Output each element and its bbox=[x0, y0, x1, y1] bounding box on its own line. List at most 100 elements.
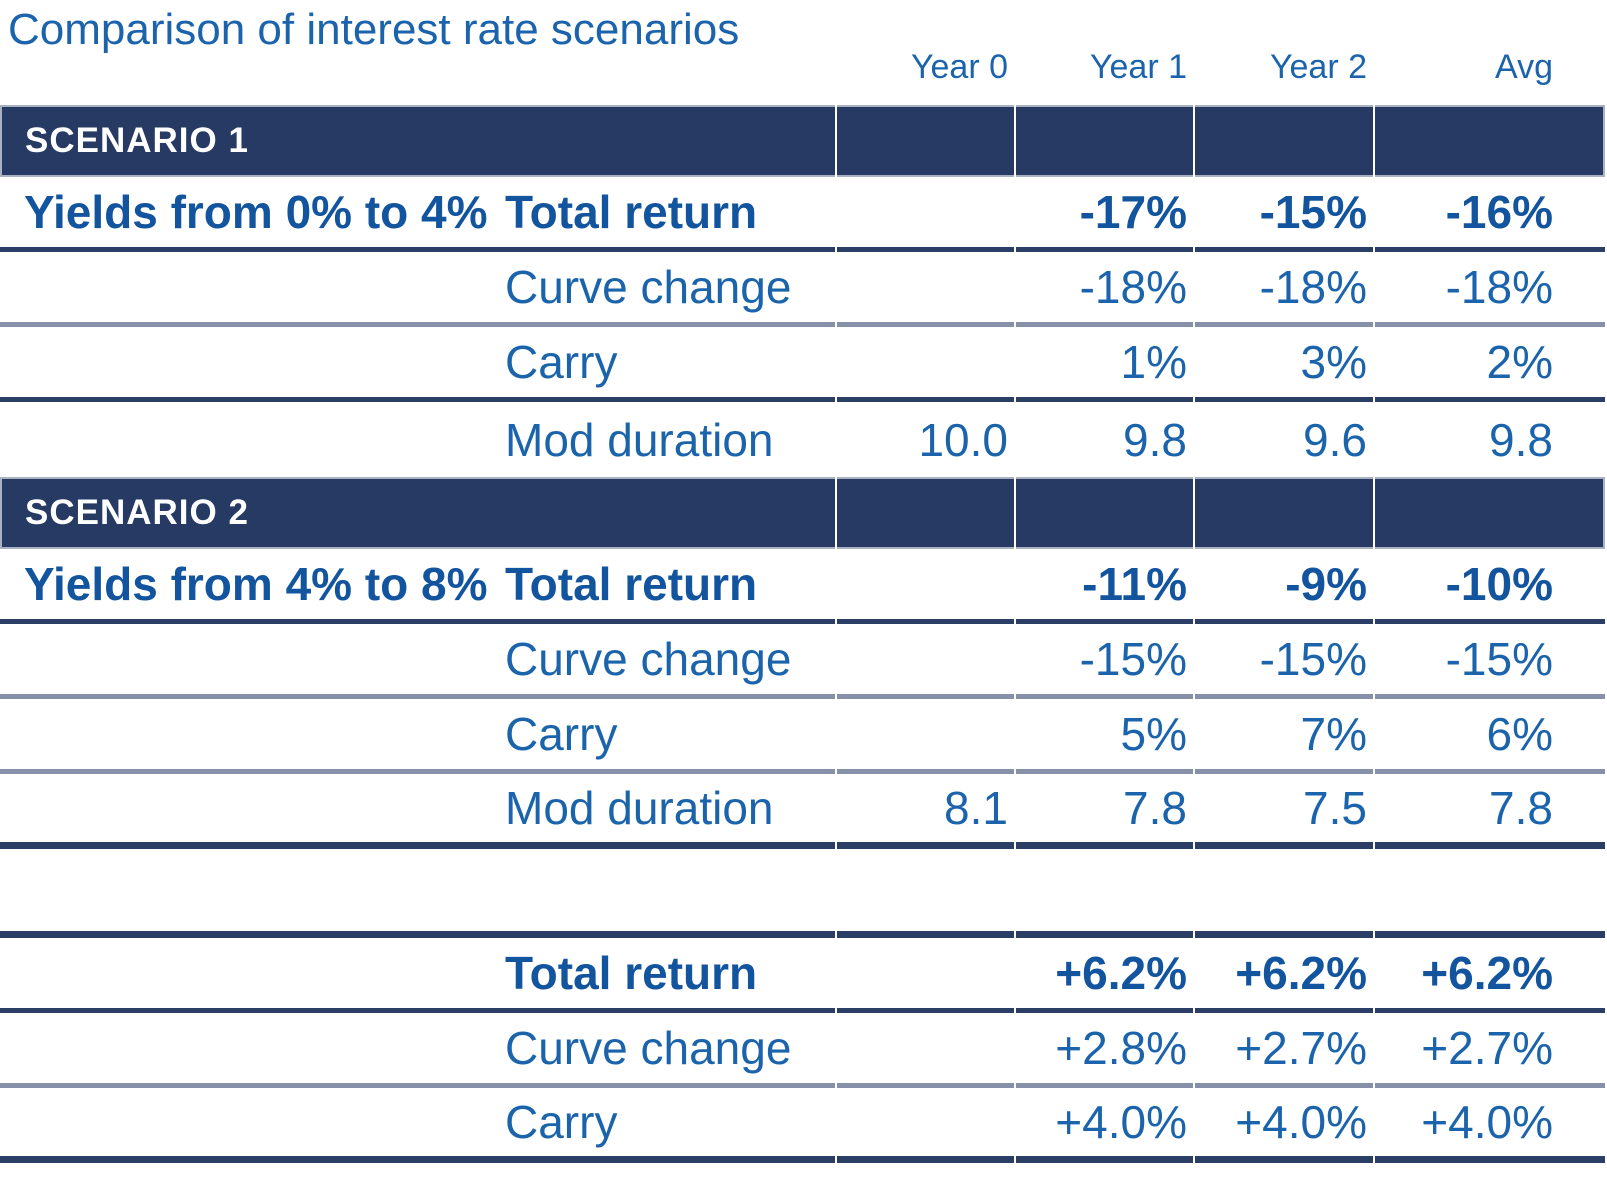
value-cell bbox=[837, 252, 1014, 327]
value-cell: -16% bbox=[1375, 177, 1605, 252]
row-label-cell: Yields from 4% to 8% Total return bbox=[0, 549, 835, 624]
value-cell bbox=[837, 624, 1014, 699]
metric-label: Curve change bbox=[505, 261, 792, 313]
table-row: Carry 1% 3% 2% bbox=[0, 327, 1605, 402]
value-cell: +6.2% bbox=[1016, 938, 1193, 1013]
column-header-avg: Avg bbox=[1375, 0, 1605, 105]
metric-label: Total return bbox=[505, 186, 758, 238]
value-cell: +4.0% bbox=[1195, 1088, 1373, 1163]
scenario1-yields-label: Yields from 0% to 4% bbox=[24, 186, 488, 238]
scenario2-bar-label-cell: SCENARIO 2 bbox=[0, 477, 835, 549]
value-cell: -15% bbox=[1195, 177, 1373, 252]
row-label-cell: Curve change bbox=[0, 624, 835, 699]
value-cell bbox=[837, 699, 1014, 774]
value-cell: 10.0 bbox=[918, 413, 1008, 466]
scenario1-bar-label: SCENARIO 1 bbox=[25, 121, 249, 160]
bar-cell bbox=[1195, 477, 1373, 549]
metric-label: Curve change bbox=[505, 1022, 792, 1074]
value-cell: +2.7% bbox=[1375, 1013, 1605, 1088]
row-label-cell: Curve change bbox=[0, 252, 835, 327]
value-cell: 7.5 bbox=[1195, 774, 1373, 849]
spacer-cell bbox=[0, 849, 835, 938]
row-label-cell: Total return bbox=[0, 938, 835, 1013]
table-row: Carry 5% 7% 6% bbox=[0, 699, 1605, 774]
column-header-year1: Year 1 bbox=[1016, 0, 1193, 105]
metric-label: Total return bbox=[505, 947, 758, 999]
value-cell: +6.2% bbox=[1195, 938, 1373, 1013]
metric-label: Carry bbox=[505, 1096, 618, 1148]
row-label-cell: Carry bbox=[0, 327, 835, 402]
table-row: Mod duration 10.0 9.8 9.6 9.8 bbox=[0, 402, 1605, 477]
row-label-cell: Carry bbox=[0, 699, 835, 774]
bar-cell bbox=[1016, 477, 1193, 549]
value-cell: +4.0% bbox=[1375, 1088, 1605, 1163]
value-cell: 9.6 bbox=[1303, 413, 1367, 466]
scenario1-header-bar: SCENARIO 1 bbox=[0, 105, 1605, 177]
value-cell: 2% bbox=[1375, 327, 1605, 402]
value-cell: -15% bbox=[1016, 624, 1193, 699]
row-label-cell: Mod duration bbox=[0, 402, 835, 477]
bar-cell bbox=[837, 477, 1014, 549]
row-label-cell: Carry bbox=[0, 1088, 835, 1163]
value-cell: -18% bbox=[1375, 252, 1605, 327]
value-cell: -9% bbox=[1195, 549, 1373, 624]
value-cell: -15% bbox=[1375, 624, 1605, 699]
spacer-cell bbox=[1016, 849, 1193, 938]
spacer-row bbox=[0, 849, 1605, 938]
value-cell: 5% bbox=[1016, 699, 1193, 774]
value-cell: 9.8 bbox=[1489, 413, 1553, 466]
metric-label: Mod duration bbox=[505, 413, 774, 466]
scenario2-bar-label: SCENARIO 2 bbox=[25, 493, 249, 532]
metric-label: Carry bbox=[505, 708, 618, 760]
page-title: Comparison of interest rate scenarios bbox=[8, 5, 740, 54]
value-cell bbox=[837, 938, 1014, 1013]
value-cell: -15% bbox=[1195, 624, 1373, 699]
value-cell bbox=[837, 1088, 1014, 1163]
spacer-cell bbox=[1195, 849, 1373, 938]
value-cell: +4.0% bbox=[1016, 1088, 1193, 1163]
bar-cell bbox=[837, 105, 1014, 177]
table-row: Carry +4.0% +4.0% +4.0% bbox=[0, 1088, 1605, 1163]
row-label-cell: Mod duration bbox=[0, 774, 835, 849]
scenario2-yields-label: Yields from 4% to 8% bbox=[24, 558, 488, 610]
spacer-cell bbox=[1375, 849, 1605, 938]
value-cell bbox=[837, 1013, 1014, 1088]
value-cell: -18% bbox=[1016, 252, 1193, 327]
scenario2-header-bar: SCENARIO 2 bbox=[0, 477, 1605, 549]
value-cell: -11% bbox=[1016, 549, 1193, 624]
table-row: Mod duration 8.1 7.8 7.5 7.8 bbox=[0, 774, 1605, 849]
spacer-cell bbox=[837, 849, 1014, 938]
value-cell bbox=[837, 327, 1014, 402]
value-cell: +2.8% bbox=[1016, 1013, 1193, 1088]
bar-cell bbox=[1375, 105, 1605, 177]
value-cell bbox=[837, 549, 1014, 624]
metric-label: Carry bbox=[505, 336, 618, 388]
value-cell: +2.7% bbox=[1195, 1013, 1373, 1088]
title-cell: Comparison of interest rate scenarios bbox=[0, 0, 835, 105]
value-cell: 1% bbox=[1016, 327, 1193, 402]
bar-cell bbox=[1375, 477, 1605, 549]
table-row: Yields from 0% to 4% Total return -17% -… bbox=[0, 177, 1605, 252]
row-label-cell: Yields from 0% to 4% Total return bbox=[0, 177, 835, 252]
bar-cell bbox=[1195, 105, 1373, 177]
value-cell: -17% bbox=[1016, 177, 1193, 252]
value-cell: +6.2% bbox=[1375, 938, 1605, 1013]
value-cell: 7.8 bbox=[1375, 774, 1605, 849]
value-cell: 3% bbox=[1195, 327, 1373, 402]
value-cell: -10% bbox=[1375, 549, 1605, 624]
value-cell: 6% bbox=[1375, 699, 1605, 774]
table-row: Curve change +2.8% +2.7% +2.7% bbox=[0, 1013, 1605, 1088]
value-cell: 9.8 bbox=[1123, 413, 1187, 466]
table-row: Curve change -15% -15% -15% bbox=[0, 624, 1605, 699]
bar-cell bbox=[1016, 105, 1193, 177]
metric-label: Total return bbox=[505, 558, 758, 610]
row-label-cell: Curve change bbox=[0, 1013, 835, 1088]
table-row: Total return +6.2% +6.2% +6.2% bbox=[0, 938, 1605, 1013]
scenario1-bar-label-cell: SCENARIO 1 bbox=[0, 105, 835, 177]
column-header-year2: Year 2 bbox=[1195, 0, 1373, 105]
table-row: Curve change -18% -18% -18% bbox=[0, 252, 1605, 327]
table-row: Yields from 4% to 8% Total return -11% -… bbox=[0, 549, 1605, 624]
column-header-year0: Year 0 bbox=[837, 0, 1014, 105]
metric-label: Curve change bbox=[505, 633, 792, 685]
